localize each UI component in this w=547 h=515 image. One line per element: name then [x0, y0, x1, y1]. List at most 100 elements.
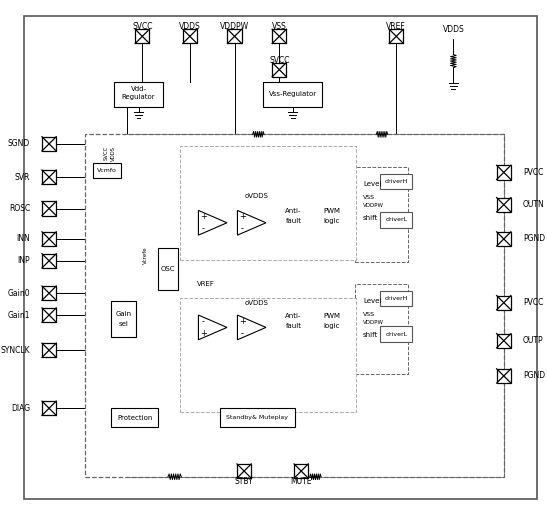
Bar — [497, 296, 511, 310]
Text: shift: shift — [363, 215, 378, 221]
Text: SVCC: SVCC — [132, 22, 153, 31]
Bar — [181, 298, 356, 412]
Text: fault: fault — [286, 322, 301, 329]
Text: -: - — [202, 317, 205, 325]
Text: ROSC: ROSC — [9, 204, 30, 213]
Text: PGND: PGND — [523, 234, 545, 244]
Text: Gain: Gain — [115, 311, 131, 317]
Bar — [42, 401, 56, 416]
Text: -: - — [241, 329, 244, 338]
Bar — [272, 62, 287, 77]
Text: Gain1: Gain1 — [8, 311, 30, 319]
Bar — [497, 369, 511, 383]
Text: VDDS: VDDS — [443, 25, 464, 34]
Bar — [42, 308, 56, 322]
Text: -: - — [202, 225, 205, 233]
Bar — [380, 174, 412, 190]
Text: VDDPW: VDDPW — [363, 203, 384, 208]
Text: Gain0: Gain0 — [8, 289, 30, 298]
Text: Anti-: Anti- — [286, 209, 302, 214]
Text: VDDS: VDDS — [179, 22, 201, 31]
Text: sel: sel — [118, 321, 128, 327]
Bar — [497, 165, 511, 180]
Bar — [294, 464, 309, 478]
Text: INN: INN — [16, 234, 30, 244]
Bar — [276, 305, 312, 336]
Text: PVCC: PVCC — [523, 298, 543, 307]
Bar — [356, 167, 408, 262]
Text: driverH: driverH — [385, 179, 408, 184]
Text: VDDPW: VDDPW — [220, 22, 249, 31]
Text: logic: logic — [323, 322, 340, 329]
Bar — [42, 343, 56, 357]
Text: fault: fault — [286, 218, 301, 224]
Text: Vss-Regulator: Vss-Regulator — [269, 91, 317, 97]
Text: OUTP: OUTP — [523, 336, 543, 345]
Text: -: - — [241, 225, 244, 233]
Text: VDDS: VDDS — [111, 146, 117, 161]
Text: Level: Level — [363, 181, 381, 187]
Text: oVDDS: oVDDS — [245, 193, 269, 199]
Text: PWM: PWM — [323, 313, 340, 319]
Bar — [42, 170, 56, 184]
Bar — [114, 82, 163, 107]
Text: INP: INP — [18, 256, 30, 265]
Bar — [220, 408, 294, 427]
Bar — [93, 163, 121, 178]
Text: +: + — [238, 317, 246, 325]
Bar — [42, 232, 56, 246]
Text: VREF: VREF — [197, 281, 215, 287]
Bar — [111, 301, 136, 337]
Text: Vcmfo: Vcmfo — [97, 168, 117, 173]
Text: OSC: OSC — [161, 266, 175, 272]
Text: VSS: VSS — [363, 195, 375, 200]
Text: VREF: VREF — [386, 22, 406, 31]
Text: logic: logic — [323, 218, 340, 224]
Text: +: + — [238, 212, 246, 221]
Bar — [181, 146, 356, 260]
Text: PVCC: PVCC — [523, 168, 543, 177]
Bar — [272, 29, 287, 43]
Text: Vdd-: Vdd- — [131, 85, 147, 92]
Bar — [497, 232, 511, 246]
Text: Regulator: Regulator — [121, 94, 155, 100]
Text: Standby& Muteplay: Standby& Muteplay — [226, 415, 288, 420]
Text: SVR: SVR — [15, 173, 30, 182]
Text: +: + — [200, 212, 207, 221]
Text: +: + — [200, 329, 207, 338]
Text: STBY: STBY — [235, 477, 253, 486]
Text: Anti-: Anti- — [286, 313, 302, 319]
Bar — [380, 212, 412, 228]
Bar — [497, 198, 511, 212]
Text: OUTN: OUTN — [523, 200, 545, 209]
Text: PGND: PGND — [523, 371, 545, 381]
Text: MUTE: MUTE — [290, 477, 312, 486]
Bar — [380, 291, 412, 306]
Text: PWM: PWM — [323, 209, 340, 214]
Text: Protection: Protection — [117, 415, 153, 421]
Bar — [85, 134, 504, 477]
Text: VSS: VSS — [363, 312, 375, 317]
Bar — [42, 136, 56, 151]
Bar — [497, 334, 511, 348]
Bar — [42, 254, 56, 268]
Bar — [237, 464, 251, 478]
Text: SVCC: SVCC — [104, 146, 109, 161]
Text: driverL: driverL — [385, 332, 408, 337]
Bar — [380, 327, 412, 341]
Text: driverH: driverH — [385, 296, 408, 301]
Bar — [135, 29, 149, 43]
Text: shift: shift — [363, 332, 378, 338]
Text: SYNCLK: SYNCLK — [1, 346, 30, 355]
Bar — [356, 284, 408, 374]
Bar — [263, 82, 322, 107]
Text: SGND: SGND — [8, 140, 30, 148]
Text: Level: Level — [363, 298, 381, 304]
Text: VDDPW: VDDPW — [363, 320, 384, 325]
Bar — [183, 29, 197, 43]
Bar — [316, 201, 348, 231]
Bar — [42, 201, 56, 216]
Text: driverL: driverL — [385, 217, 408, 222]
Text: Vcrefe: Vcrefe — [143, 246, 148, 264]
Bar — [389, 29, 404, 43]
